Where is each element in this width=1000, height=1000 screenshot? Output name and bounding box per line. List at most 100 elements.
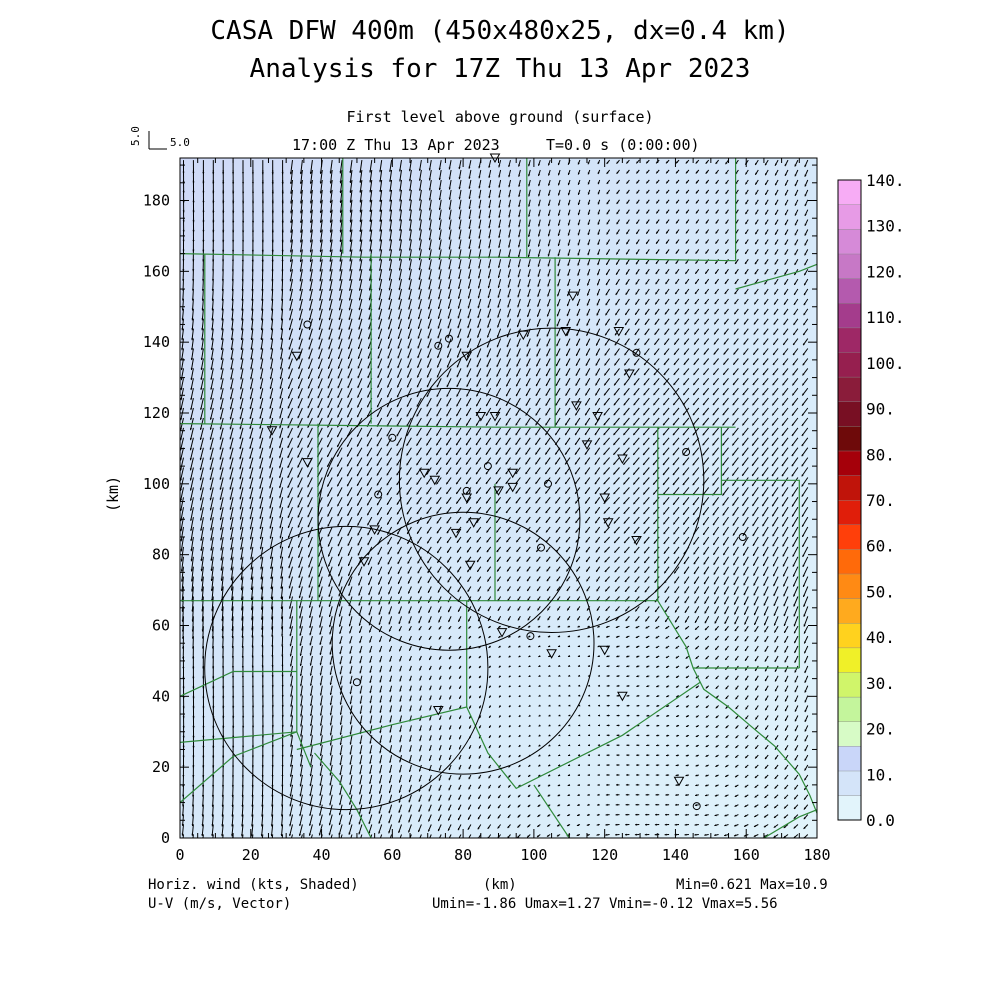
wind-vector — [249, 447, 254, 460]
wind-vector-head — [241, 814, 244, 817]
wind-vector-head — [210, 548, 213, 551]
wind-vector-head — [192, 191, 195, 194]
wind-vector-head — [210, 348, 213, 350]
wind-vector-head — [202, 240, 205, 243]
wind-vector-head — [250, 347, 253, 350]
wind-vector — [199, 427, 204, 441]
wind-vector-head — [270, 577, 273, 580]
wind-vector-head — [271, 627, 274, 630]
wind-vector-head — [251, 755, 254, 758]
wind-vector-head — [231, 636, 234, 639]
wind-vector-head — [231, 259, 234, 262]
wind-vector-head — [211, 318, 214, 321]
wind-vector — [200, 526, 204, 541]
wind-vector-head — [221, 814, 224, 817]
wind-vector-head — [240, 547, 243, 550]
wind-vector-head — [220, 377, 223, 380]
wind-vector — [211, 824, 214, 837]
wind-vector-head — [251, 250, 254, 253]
wind-vector-head — [229, 507, 232, 510]
shaded-wind-speed-field — [180, 158, 817, 838]
wind-vector — [199, 477, 204, 491]
wind-vector-head — [202, 201, 205, 204]
wind-vector-head — [231, 298, 234, 301]
wind-vector-head — [202, 755, 205, 758]
wind-vector-head — [210, 367, 213, 370]
wind-vector-head — [221, 609, 224, 612]
wind-vector — [229, 507, 234, 520]
wind-vector-head — [202, 686, 205, 689]
wind-vector — [231, 606, 234, 621]
wind-vector-head — [229, 407, 232, 410]
wind-vector-head — [259, 406, 262, 409]
wind-vector-head — [182, 239, 185, 242]
wind-vector — [210, 407, 214, 420]
wind-vector-head — [271, 715, 274, 718]
wind-vector-head — [231, 656, 234, 659]
wind-vector — [251, 814, 254, 827]
wind-vector-head — [249, 407, 252, 410]
wind-vector-head — [261, 201, 264, 204]
wind-vector-head — [212, 250, 215, 252]
wind-vector-head — [199, 457, 202, 461]
wind-vector-head — [221, 328, 224, 331]
wind-vector-head — [210, 579, 213, 581]
wind-vector-head — [180, 559, 183, 562]
wind-vector-head — [192, 785, 195, 788]
wind-vector-head — [241, 250, 244, 253]
wind-vector-head — [202, 230, 205, 233]
wind-vector-head — [201, 814, 204, 817]
wind-vector-head — [240, 347, 243, 350]
wind-vector-head — [250, 567, 253, 570]
wind-vector-head — [232, 172, 235, 175]
wind-vector-head — [229, 467, 232, 470]
subtitle-level: First level above ground (surface) — [346, 108, 654, 126]
wind-vector-head — [209, 477, 212, 480]
wind-vector-head — [231, 785, 234, 788]
wind-vector — [190, 546, 194, 562]
wind-vector — [199, 437, 204, 451]
wind-vector — [200, 517, 204, 531]
wind-vector-head — [189, 448, 192, 451]
wind-vector-head — [250, 328, 253, 331]
wind-vector-head — [210, 377, 213, 380]
wind-vector-head — [182, 706, 185, 709]
wind-vector-head — [222, 172, 225, 175]
wind-vector — [229, 397, 234, 410]
wind-vector — [190, 517, 194, 532]
wind-vector-head — [219, 407, 222, 410]
wind-vector-head — [191, 348, 194, 351]
wind-vector — [211, 576, 214, 592]
wind-vector — [249, 507, 254, 520]
wind-vector-head — [271, 665, 274, 668]
wind-vector — [241, 596, 244, 611]
wind-vector-head — [251, 279, 254, 282]
wind-vector — [232, 636, 234, 649]
wind-vector — [251, 824, 254, 837]
wind-vector-head — [269, 496, 272, 499]
wind-vector-head — [270, 617, 273, 620]
wind-vector — [212, 804, 214, 817]
wind-vector — [260, 576, 264, 590]
wind-vector-head — [210, 387, 213, 390]
wind-vector-head — [231, 318, 234, 321]
wind-vector — [202, 804, 204, 817]
wind-vector-head — [209, 427, 212, 430]
wind-vector-head — [220, 588, 223, 591]
wind-vector-head — [182, 249, 185, 252]
wind-vector-head — [240, 357, 243, 360]
wind-vector-head — [190, 569, 193, 572]
wind-vector-head — [259, 466, 262, 469]
wind-vector-head — [201, 589, 204, 592]
wind-vector — [249, 487, 254, 500]
wind-vector-head — [249, 547, 252, 550]
wind-vector — [259, 526, 264, 540]
wind-vector-head — [200, 407, 203, 410]
wind-vector — [219, 447, 224, 460]
wind-vector-head — [211, 298, 214, 301]
wind-vector-head — [191, 629, 194, 632]
wind-vector-head — [241, 834, 244, 837]
wind-vector-head — [230, 548, 233, 551]
wind-vector — [239, 477, 244, 490]
wind-vector — [199, 487, 204, 501]
